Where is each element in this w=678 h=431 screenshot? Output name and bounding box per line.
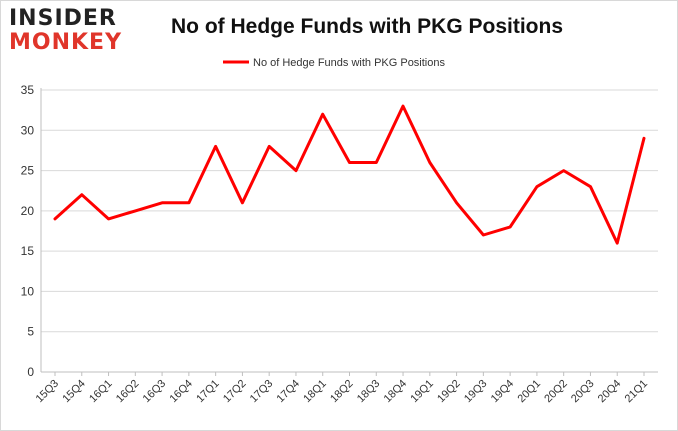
x-tick-label: 20Q3 [569,378,597,406]
series-group [53,104,646,245]
gridlines [41,89,658,333]
x-tick-label: 17Q2 [221,378,249,406]
x-tick-label: 17Q3 [248,378,276,406]
chart-title: No of Hedge Funds with PKG Positions [171,15,563,38]
x-tick-labels: 15Q3 15Q4 16Q1 16Q2 16Q3 16Q4 17Q1 17Q2 17Q3 17Q4… [34,372,651,406]
logo-line-1: INSIDER [9,6,117,31]
x-tick-label: 16Q3 [141,378,169,406]
x-tick-label: 19Q4 [489,378,517,406]
y-tick-labels: 0 5 10 15 20 25 30 35 [21,83,35,379]
x-tick-label: 19Q3 [462,378,490,406]
logo-line-2: MONKEY [9,30,123,55]
x-tick-label: 20Q1 [516,378,544,406]
y-tick-label: 30 [21,123,35,137]
x-tick-label: 18Q2 [328,378,356,406]
x-tick-label: 19Q1 [408,378,436,406]
x-tick-label: 16Q4 [167,378,195,406]
x-tick-label: 17Q4 [275,378,303,406]
y-tick-label: 20 [21,204,35,218]
x-tick-label: 18Q3 [355,378,383,406]
x-tick-label: 17Q1 [194,378,222,406]
y-tick-label: 10 [21,284,35,298]
y-tick-label: 5 [27,325,34,339]
x-tick-label: 21Q1 [623,378,651,406]
y-tick-label: 0 [27,365,34,379]
insider-monkey-logo: INSIDER MONKEY [9,7,127,57]
legend: No of Hedge Funds with PKG Positions [223,57,445,69]
legend-label: No of Hedge Funds with PKG Positions [253,57,445,69]
y-tick-label: 15 [21,244,35,258]
x-tick-label: 20Q2 [542,378,570,406]
x-tick-label: 18Q4 [382,378,410,406]
x-tick-label: 16Q1 [87,378,115,406]
x-tick-label: 18Q1 [301,378,329,406]
x-tick-label: 15Q4 [60,378,88,406]
x-tick-label: 19Q2 [435,378,463,406]
x-tick-label: 15Q3 [34,378,62,406]
y-tick-label: 35 [21,83,35,97]
x-tick-label: 16Q2 [114,378,142,406]
y-tick-label: 25 [21,164,35,178]
series-line [53,104,646,245]
x-tick-label: 20Q4 [596,378,624,406]
